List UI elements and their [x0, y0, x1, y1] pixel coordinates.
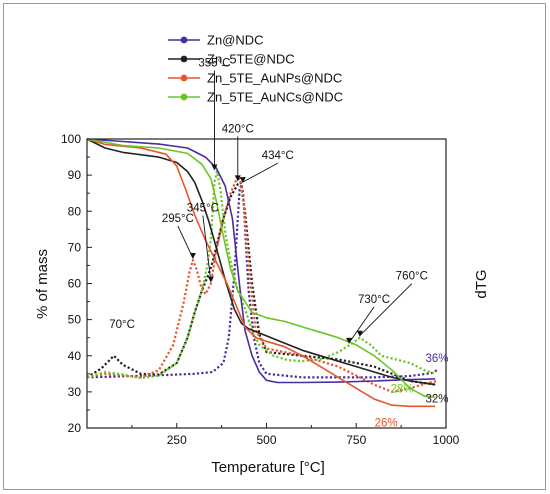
annotation-arrow — [202, 215, 212, 282]
y-tick-label: 70 — [68, 240, 82, 254]
annotation-arrow — [359, 283, 413, 337]
annotation-label: 420°C — [222, 123, 254, 135]
annotation-arrowhead — [211, 164, 218, 171]
annotation-label: 26% — [375, 417, 398, 429]
axes: 250 500 750 1000 20 30 40 50 60 70 80 90 100 — [61, 132, 460, 447]
y-tick-label: 100 — [61, 132, 81, 146]
y-axis-label: % of mass — [34, 249, 51, 319]
tg-curve-3 — [86, 138, 436, 399]
tg-curve-1 — [86, 138, 436, 386]
dtg-curve-1 — [86, 181, 436, 386]
legend-label: Zn_5TE@NDC — [207, 52, 295, 67]
y-tick-label: 80 — [68, 204, 82, 218]
annotation-label: 295°C — [162, 213, 194, 225]
annotation-label: 32% — [426, 394, 449, 406]
annotation-arrow — [242, 162, 279, 183]
annotation-label: 434°C — [262, 150, 294, 162]
annotation-arrowhead — [356, 330, 363, 337]
figure-frame — [3, 3, 546, 490]
legend: Zn@NDC Zn_5TE@NDC Zn_5TE_AuNPs@NDC Zn_5TE_A… — [168, 33, 343, 105]
annotation-label: 345°C — [187, 203, 219, 215]
annotation-label: 760°C — [396, 271, 428, 283]
annotation-label: 36% — [426, 353, 449, 365]
dtg-curve-3 — [86, 170, 436, 380]
tg-curve-2 — [86, 138, 436, 408]
x-tick-label: 500 — [256, 433, 276, 447]
y-tick-label: 30 — [68, 385, 82, 399]
annotation-arrowhead — [239, 177, 246, 184]
tg-curve-0 — [86, 138, 436, 384]
x-axis-label: Temperature [°C] — [211, 459, 325, 476]
y-tick-label: 40 — [68, 349, 82, 363]
annotation-arrowhead — [346, 337, 353, 344]
annotation-arrow — [348, 306, 375, 344]
annotation-label: 70°C — [109, 319, 135, 331]
legend-swatch-marker — [180, 93, 188, 101]
y-tick-label: 50 — [68, 313, 82, 327]
dtg-curve-0 — [86, 183, 438, 379]
y2-axis-label: dTG — [473, 269, 490, 298]
annotation-arrowhead — [234, 175, 241, 182]
legend-label: Zn@NDC — [207, 33, 264, 48]
annotation-arrowhead — [207, 276, 214, 283]
y-tick-label: 20 — [68, 421, 82, 435]
x-tick-label: 750 — [346, 433, 366, 447]
legend-label: Zn_5TE_AuNPs@NDC — [207, 71, 342, 86]
legend-swatch-marker — [180, 74, 188, 82]
legend-label: Zn_5TE_AuNCs@NDC — [207, 90, 343, 105]
x-tick-label: 250 — [167, 433, 187, 447]
y-tick-label: 90 — [68, 168, 82, 182]
x-tick-label: 1000 — [433, 433, 460, 447]
annotation-label: 355°C — [198, 58, 230, 70]
plot-area — [86, 138, 438, 408]
annotation-arrowhead — [189, 253, 196, 260]
annotation-label: 28% — [391, 383, 414, 395]
annotation-arrow — [177, 225, 194, 259]
y-tick-label: 60 — [68, 277, 82, 291]
legend-swatch-marker — [180, 55, 188, 63]
dtg-curve-2 — [86, 177, 438, 393]
legend-swatch-marker — [180, 36, 188, 44]
annotation-label: 730°C — [358, 294, 390, 306]
